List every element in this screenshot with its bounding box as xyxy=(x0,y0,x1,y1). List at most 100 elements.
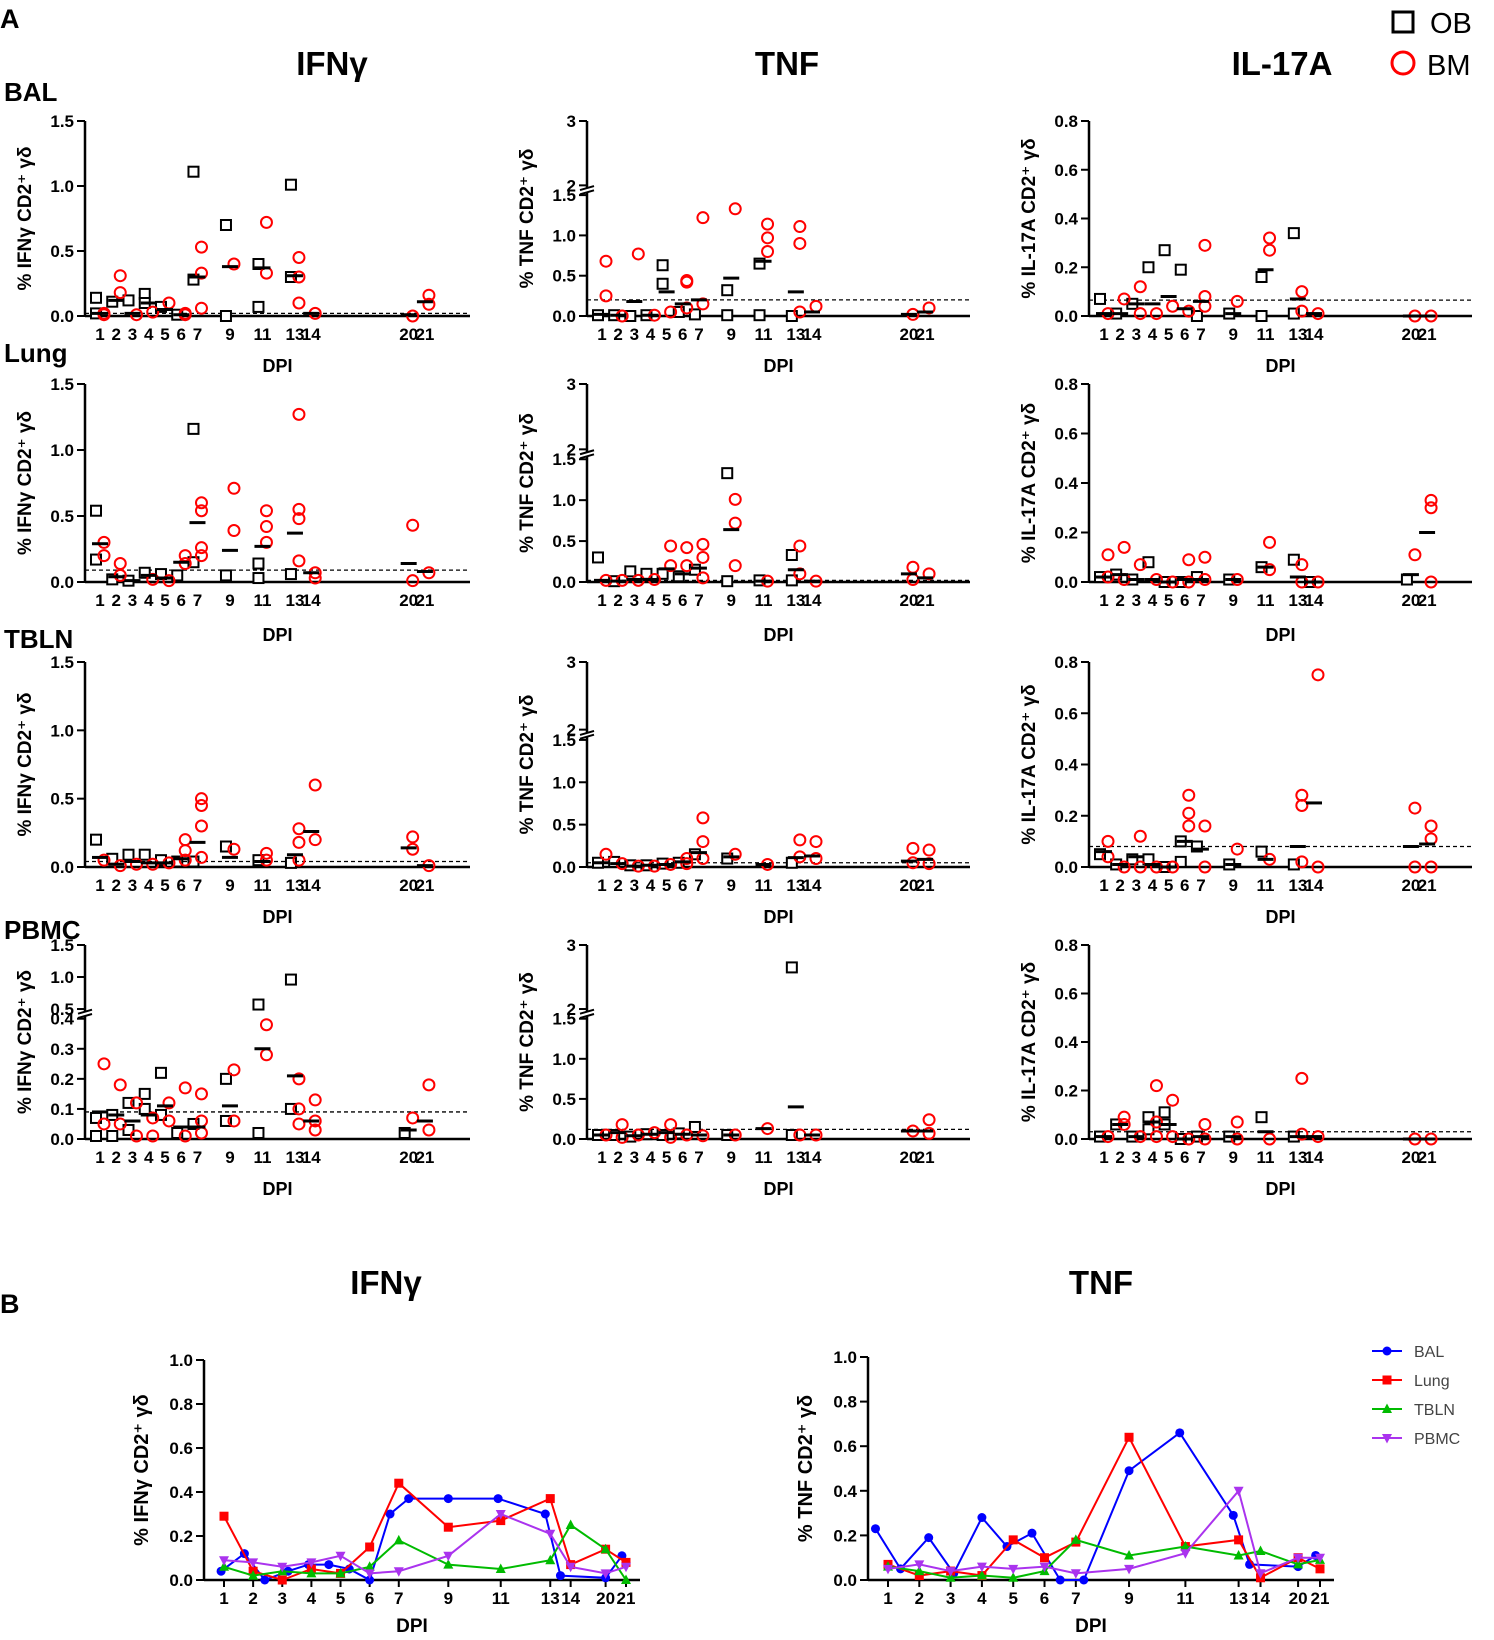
legend-bm-label: BM xyxy=(1427,50,1471,82)
x-tick-label: 7 xyxy=(394,1589,403,1608)
x-tick-label: 13 xyxy=(786,876,805,895)
row-label-lung: Lung xyxy=(4,338,68,368)
x-tick-label: 20 xyxy=(899,876,918,895)
bm-data-point xyxy=(1149,1079,1163,1093)
bm-data-point xyxy=(809,852,823,866)
bm-data-point xyxy=(1182,304,1196,318)
bm-data-point xyxy=(1198,860,1212,874)
x-axis-label: DPI xyxy=(262,625,292,645)
ob-data-point xyxy=(284,856,297,869)
ob-data-point xyxy=(138,848,151,861)
x-tick-label: 6 xyxy=(1180,591,1189,610)
series-marker-lung xyxy=(277,1575,287,1585)
bm-data-point xyxy=(599,289,613,303)
bm-data-point xyxy=(696,211,710,225)
bm-data-point xyxy=(227,842,241,856)
y-tick-label: 1.5 xyxy=(50,653,74,672)
bm-data-point xyxy=(1263,231,1277,245)
ob-data-point xyxy=(1142,1123,1155,1136)
x-tick-label: 9 xyxy=(726,1148,735,1167)
bm-data-point xyxy=(1295,558,1309,572)
ob-data-point xyxy=(284,973,297,986)
bm-data-point xyxy=(308,833,322,847)
ob-data-point xyxy=(187,273,200,286)
scatter-plot-tbln-0: 0.0 0.5 1.0 1.5 % IFNγ CD2⁺ γδ 1 2 3 4 5 6 7 9 11 1314… xyxy=(15,653,470,927)
x-tick-label: 1 xyxy=(95,1148,104,1167)
column-title-ifng: IFNγ xyxy=(296,45,368,82)
series-marker-pbmc xyxy=(1039,1562,1050,1573)
x-tick-label: 6 xyxy=(1040,1589,1049,1608)
x-tick-label: 2 xyxy=(248,1589,257,1608)
x-tick-label: 9 xyxy=(225,876,234,895)
x-tick-label: 20 xyxy=(596,1589,615,1608)
x-tick-label: 3 xyxy=(630,876,639,895)
bm-data-point xyxy=(292,1072,306,1086)
bm-data-point xyxy=(1198,819,1212,833)
plots-layer: 0.00.51.01.5% IFNγ CD2⁺ γδ1 2 3 4 5 6 7 9 11 1314… xyxy=(15,112,1472,1637)
y-tick-label: 3 xyxy=(567,375,576,394)
bm-data-point xyxy=(1408,801,1422,815)
bm-data-point xyxy=(1408,860,1422,874)
bm-data-point xyxy=(308,1123,322,1137)
series-marker-pbmc xyxy=(621,1562,631,1573)
y-tick-label: 1.5 xyxy=(552,1010,576,1029)
ob-data-point xyxy=(721,467,734,480)
bm-data-point xyxy=(680,852,694,866)
legend-b: BAL Lung TBLN PBMC xyxy=(1372,1344,1460,1448)
bm-data-point xyxy=(1263,243,1277,257)
bm-data-point xyxy=(1263,1132,1277,1146)
bm-data-point xyxy=(259,846,273,860)
bm-data-point xyxy=(308,1093,322,1107)
y-tick-label: 0.2 xyxy=(833,1526,857,1545)
bm-data-point xyxy=(664,539,678,553)
bm-data-point xyxy=(227,1063,241,1077)
y-tick-label: 0.4 xyxy=(833,1482,857,1501)
bm-data-point xyxy=(422,1078,436,1092)
y-axis-label: % IFNγ CD2⁺ γδ xyxy=(15,692,36,836)
y-tick-label: 0.5 xyxy=(552,532,576,551)
series-marker-lung xyxy=(394,1478,404,1488)
ob-legend-square-icon xyxy=(1391,10,1415,34)
y-tick-label: 0.4 xyxy=(1054,210,1078,229)
x-tick-label: 13 xyxy=(786,325,805,344)
ob-data-point xyxy=(1142,556,1155,569)
x-tick-label: 20 xyxy=(399,325,418,344)
bm-data-point xyxy=(1133,860,1147,874)
x-axis-label: DPI xyxy=(763,907,793,927)
y-tick-label: 1.5 xyxy=(50,375,74,394)
bm-data-point xyxy=(761,245,775,259)
x-tick-label: 1 xyxy=(219,1589,228,1608)
x-tick-label: 11 xyxy=(755,1148,773,1167)
legend-a: OB BM xyxy=(1390,8,1472,82)
line-chart-title: IFNγ xyxy=(350,1264,422,1301)
legend-b-label: TBLN xyxy=(1414,1402,1455,1419)
bm-data-point xyxy=(1198,1132,1212,1146)
y-tick-label: 0.5 xyxy=(50,242,74,261)
x-tick-label: 14 xyxy=(803,876,822,895)
bm-data-point xyxy=(113,557,127,571)
x-tick-label: 7 xyxy=(694,591,703,610)
x-tick-label: 4 xyxy=(646,591,656,610)
x-tick-label: 2 xyxy=(112,591,121,610)
series-marker-pbmc xyxy=(306,1558,317,1568)
bm-data-point xyxy=(1424,819,1438,833)
series-marker-bal xyxy=(365,1575,375,1585)
bm-data-point xyxy=(97,1117,111,1131)
scatter-plot-bal-2: 0.0 0.2 0.4 0.6 0.8 % IL-17A CD2⁺ γδ 1 2 3 4 5 6 7 9 1… xyxy=(1019,112,1472,376)
x-axis-label: DPI xyxy=(763,625,793,645)
y-tick-label: 1.0 xyxy=(169,1351,193,1370)
bm-data-point xyxy=(194,266,208,280)
bm-data-point xyxy=(97,1057,111,1071)
ob-data-point xyxy=(252,557,265,570)
legend-b-bal-marker-icon xyxy=(1382,1346,1392,1356)
series-marker-tbln xyxy=(495,1563,506,1573)
bm-data-point xyxy=(194,819,208,833)
bm-data-point xyxy=(599,847,613,861)
ob-data-point xyxy=(219,1072,232,1085)
bm-data-point xyxy=(1230,1115,1244,1129)
x-tick-label: 3 xyxy=(1132,591,1141,610)
ob-data-point xyxy=(398,1126,411,1139)
y-axis-break-mark xyxy=(579,453,595,460)
x-tick-label: 3 xyxy=(278,1589,287,1608)
bm-data-point xyxy=(1166,299,1180,313)
